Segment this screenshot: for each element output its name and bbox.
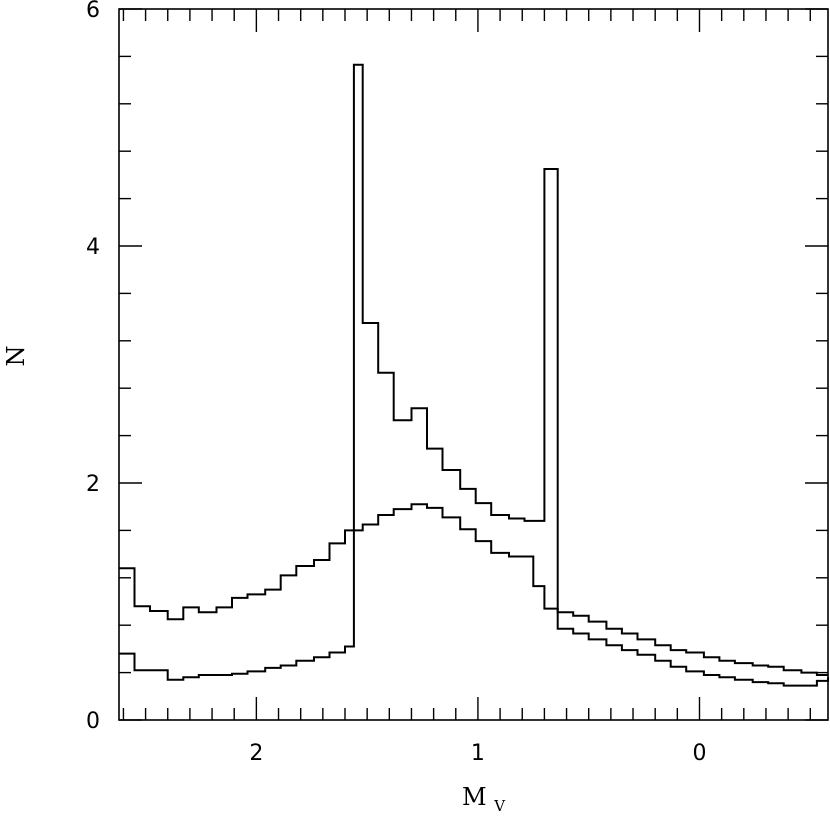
histogram-series-1: [119, 503, 828, 676]
histogram-series: [119, 63, 829, 687]
plot-frame: [118, 8, 829, 721]
x-tick-label: 1: [471, 741, 485, 766]
tick-labels: 0 2 4 6 2 1 0: [86, 0, 706, 766]
tick-marks: [119, 8, 828, 721]
y-tick-label: 6: [86, 0, 100, 23]
x-tick-label: 0: [692, 741, 706, 766]
x-axis-label-subscript: V: [493, 797, 506, 815]
y-tick-label: 0: [86, 709, 100, 734]
histogram-series-2: [119, 63, 829, 687]
y-tick-label: 2: [86, 472, 100, 497]
x-axis-label: M V: [462, 783, 506, 815]
x-tick-label: 2: [249, 741, 263, 766]
y-axis-label: N: [2, 346, 30, 367]
y-tick-label: 4: [86, 235, 100, 260]
x-axis-label-main: M: [462, 783, 487, 811]
